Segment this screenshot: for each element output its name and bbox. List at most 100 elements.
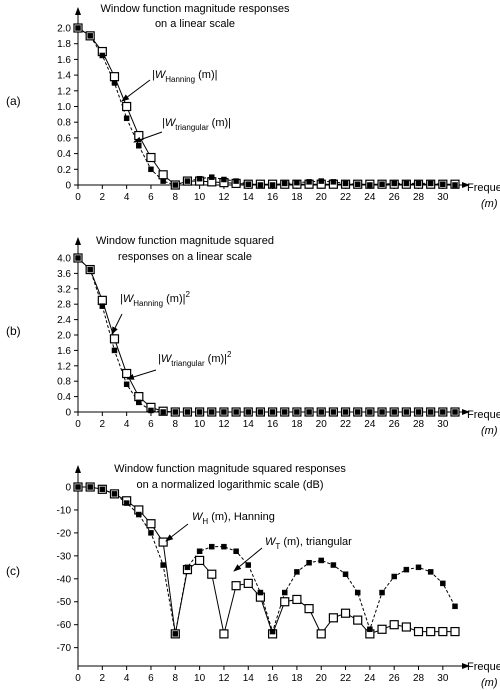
data-point [196,409,203,415]
y-tick-label: 0 [65,181,71,192]
data-point [160,178,166,184]
annotation: |Wtriangular (m)| [162,117,231,132]
annotation-sub: Hanning [133,299,163,308]
data-point [184,409,191,415]
data-point [294,179,300,186]
x-tick-label: 12 [218,419,230,430]
data-point [328,613,338,623]
x-tick-label: 16 [267,192,279,203]
data-point [184,564,191,571]
data-point [452,409,458,415]
data-point [245,562,252,568]
data-point [257,589,264,596]
data-point [233,409,239,415]
y-tick-label: 1.0 [57,102,71,113]
x-tick-label: 20 [316,192,328,203]
data-point [367,409,373,415]
panel-label: (c) [6,564,20,578]
y-tick-label: 2.4 [57,315,71,326]
data-point [136,143,142,149]
x-tick-label: 2 [100,192,106,203]
x-tick-label: 24 [364,192,376,203]
data-point [281,589,288,596]
data-point [209,543,215,550]
data-point [122,368,132,379]
y-tick-label: 0.8 [57,118,71,129]
data-point [452,182,458,188]
data-point [75,255,81,261]
annotation-text: (m)| [195,69,217,81]
annotation: WH (m), Hanning [192,511,275,526]
x-tick-label: 6 [148,673,154,684]
data-point [233,178,239,184]
data-point [306,559,312,566]
annotation: WT (m), triangular [265,536,352,551]
data-point [245,409,252,415]
y-tick-label: -50 [57,597,72,608]
series-line [77,27,455,186]
data-point [209,174,215,180]
x-axis-label: (m) [481,425,498,437]
annotation-sub: T [275,542,280,551]
data-point [111,80,118,86]
y-tick-label: -30 [57,551,72,562]
x-tick-label: 2 [100,673,106,684]
data-point [440,181,446,187]
data-point [148,407,154,414]
annotation-arrow [126,369,157,380]
x-tick-label: 20 [316,419,328,430]
data-point [280,597,290,607]
y-tick-label: -40 [57,574,72,585]
data-point [160,562,166,568]
y-tick-label: 0.6 [57,133,71,144]
x-axis-label: (m) [481,198,498,210]
annotation-text: (m)| [163,293,185,305]
x-tick-label: 12 [218,673,230,684]
y-tick-label: -60 [57,620,72,631]
y-tick-label: 1.8 [57,39,71,50]
data-point [342,571,349,577]
data-point [123,381,130,388]
y-tick-label: 0 [65,483,71,494]
x-tick-label: 24 [364,419,376,430]
y-tick-label: -20 [57,528,72,539]
x-tick-label: 8 [173,192,179,203]
data-point [377,624,387,634]
data-point [330,409,337,415]
data-point [427,180,434,187]
x-tick-label: 26 [389,419,401,430]
annotation-sub: H [202,517,208,526]
data-point [389,620,399,630]
data-point [136,399,142,406]
x-axis-label: (m) [481,677,498,689]
data-point [304,604,314,614]
data-point [207,569,217,579]
data-point [221,176,227,183]
annotation-text: |W [162,117,177,129]
data-point [160,409,166,415]
annotation-sup: 2 [227,350,232,359]
data-point [99,486,106,493]
data-point [316,629,326,639]
x-tick-label: 30 [437,673,449,684]
data-point [109,72,120,82]
data-point [134,392,144,402]
x-tick-label: 10 [194,192,206,203]
x-tick-label: 0 [75,192,81,203]
x-tick-label: 18 [291,673,303,684]
x-tick-label: 30 [437,192,449,203]
chart-title: Window function magnitude squared [96,235,274,247]
annotation-sup: 2 [185,290,190,299]
y-tick-label: 1.2 [57,361,71,372]
annotation-sub: Hanning [165,75,195,84]
y-tick-label: 1.6 [57,55,71,66]
x-tick-label: 22 [340,419,352,430]
annotation-arrow [121,79,151,102]
y-tick-label: 2.8 [57,300,71,311]
x-tick-label: 16 [267,673,279,684]
data-point [354,181,361,187]
y-tick-label: 0.2 [57,165,71,176]
data-point [257,409,264,415]
x-tick-label: 2 [100,419,106,430]
data-point [269,182,276,188]
